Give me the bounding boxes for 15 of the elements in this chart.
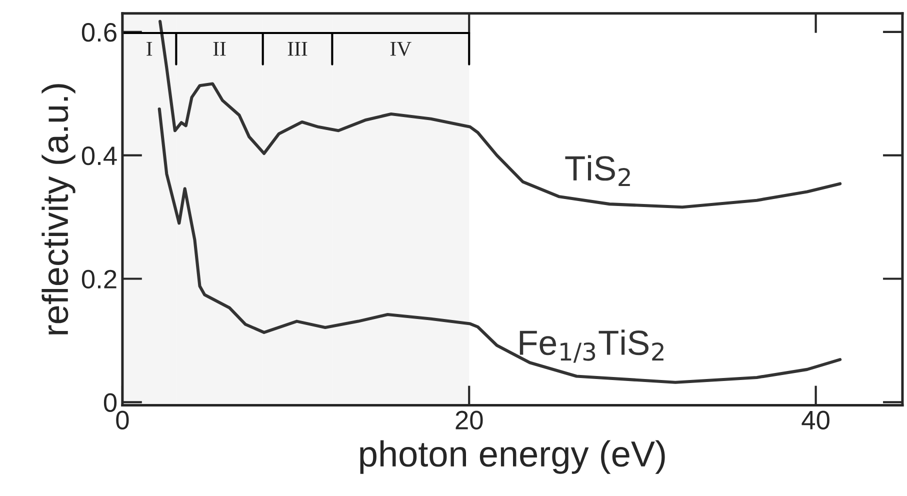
x-axis-title: photon energy (eV)	[360, 440, 665, 474]
y-tick-label: 0	[104, 393, 117, 412]
series-label: TiS$_{2}$	[565, 155, 630, 186]
x-tick-label: 0	[116, 410, 129, 430]
band-label: III	[288, 42, 308, 56]
band-label: IV	[390, 42, 412, 56]
band-label: I	[146, 42, 152, 56]
y-tick-label: 0.6	[82, 23, 116, 42]
y-tick-label: 0.2	[82, 270, 116, 289]
y-tick-label: 0.4	[82, 146, 117, 166]
band-label: II	[213, 42, 226, 56]
series-label: Fe$_{1/3}$TiS$_{2}$	[520, 330, 664, 363]
x-tick-label: 20	[456, 410, 483, 430]
y-axis-title: reflectivity (a.u.)	[42, 84, 76, 334]
x-tick-label: 40	[802, 410, 830, 430]
